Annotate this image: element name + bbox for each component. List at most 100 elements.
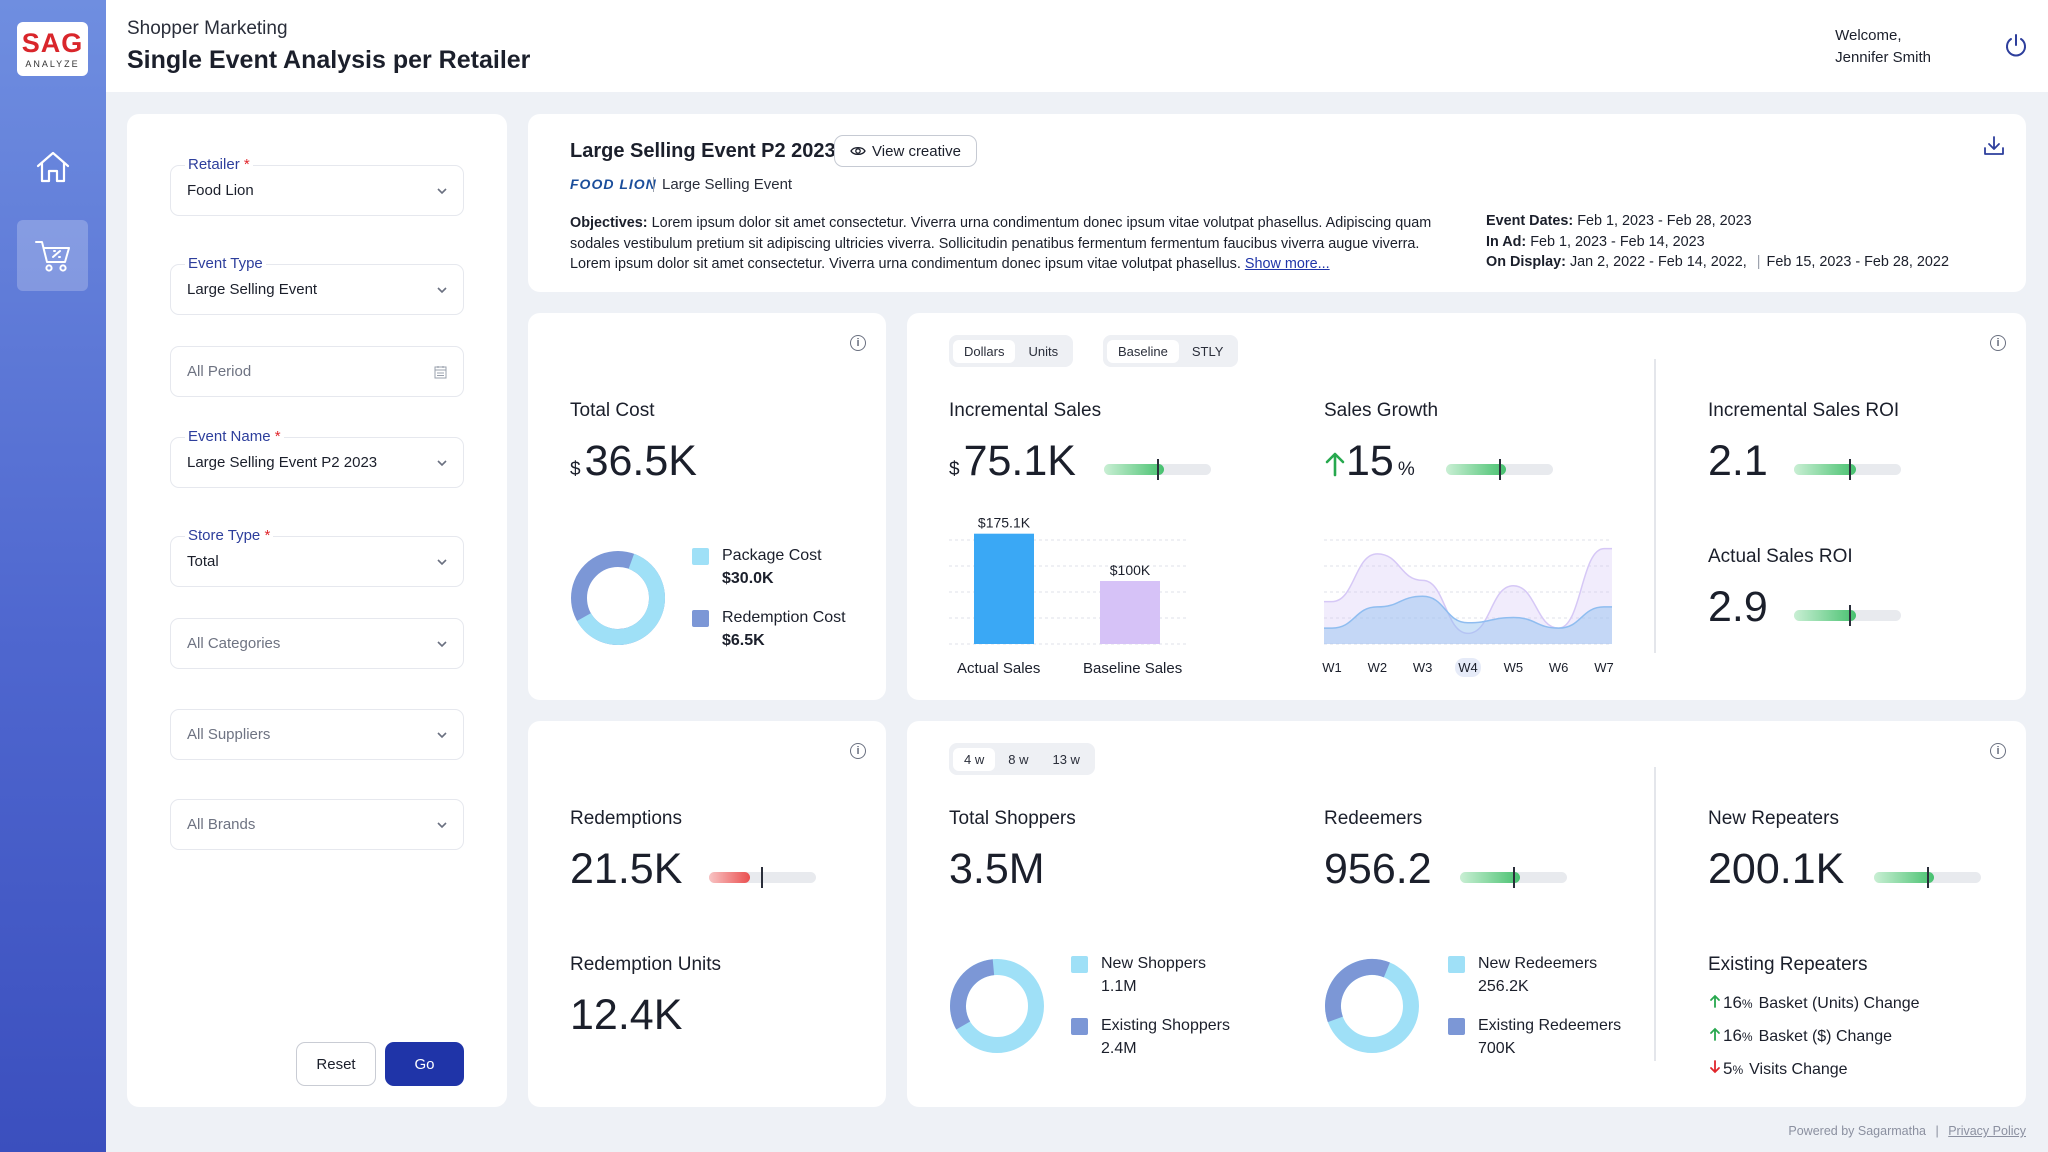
bar-baseline-sales[interactable] — [1100, 581, 1160, 644]
week-label-w1[interactable]: W1 — [1322, 660, 1342, 675]
shoppers-card: i 4 w 8 w 13 w Total Shoppers 3.5M New S… — [907, 721, 2026, 1107]
period-picker[interactable]: All Period — [170, 346, 464, 397]
toggle-dollars[interactable]: Dollars — [953, 339, 1016, 363]
download-button[interactable] — [1982, 134, 2006, 163]
meter-marker — [1499, 459, 1501, 480]
retailer-select[interactable]: Retailer * Food Lion — [170, 156, 464, 216]
meter-marker — [1849, 605, 1851, 626]
redemptions-meter — [709, 867, 816, 888]
nav-home[interactable] — [22, 139, 84, 195]
meter-fill — [1874, 872, 1934, 883]
legend-swatch — [1448, 1018, 1465, 1035]
legend-new-redeemers: New Redeemers 256.2K — [1448, 952, 1597, 998]
sales-growth-value: 15% — [1324, 437, 1415, 494]
incremental-roi-value: 2.1 — [1708, 437, 1768, 485]
toggle-13w[interactable]: 13 w — [1052, 751, 1080, 767]
week-label-w6[interactable]: W6 — [1548, 660, 1569, 675]
legend-redemption-cost: Redemption Cost $6.5K — [692, 606, 846, 652]
period-placeholder: All Period — [187, 363, 252, 380]
bar-actual-sales[interactable] — [974, 533, 1034, 644]
chevron-down-icon — [437, 460, 447, 467]
basket-units-change: 16% Basket (Units) Change — [1709, 993, 1920, 1013]
filter-panel: Retailer * Food Lion Event Type Large Se… — [127, 114, 507, 1107]
breadcrumb[interactable]: Shopper Marketing — [127, 18, 288, 39]
legend-swatch — [692, 610, 709, 627]
info-icon[interactable]: i — [1990, 743, 2006, 759]
reset-button[interactable]: Reset — [296, 1042, 376, 1086]
event-dates: Event Dates: Feb 1, 2023 - Feb 28, 2023 … — [1486, 211, 1949, 273]
week-label-w5[interactable]: W5 — [1503, 660, 1524, 675]
basket-dollar-change: 16% Basket ($) Change — [1709, 1026, 1892, 1046]
privacy-policy-link[interactable]: Privacy Policy — [1948, 1124, 2026, 1138]
brands-select[interactable]: All Brands — [170, 799, 464, 850]
store-type-label: Store Type * — [185, 527, 274, 544]
incremental-sales-meter — [1104, 459, 1211, 480]
sales-growth-meter — [1446, 459, 1553, 480]
store-type-value: Total — [187, 553, 219, 570]
info-icon[interactable]: i — [1990, 335, 2006, 351]
toggle-baseline[interactable]: Baseline — [1107, 339, 1179, 363]
redeemers-donut — [1324, 959, 1419, 1053]
logo-subtext: ANALYZE — [25, 59, 80, 69]
meter-fill — [1446, 464, 1506, 475]
week-label-w2[interactable]: W2 — [1367, 660, 1388, 675]
new-repeaters-meter — [1874, 867, 1981, 888]
categories-select[interactable]: All Categories — [170, 618, 464, 669]
legend-new-shoppers: New Shoppers 1.1M — [1071, 952, 1206, 998]
objectives-body: Lorem ipsum dolor sit amet consectetur. … — [570, 215, 1432, 272]
page-title: Single Event Analysis per Retailer — [127, 46, 531, 74]
brands-placeholder: All Brands — [187, 816, 256, 833]
categories-placeholder: All Categories — [187, 635, 281, 652]
eye-icon — [850, 146, 866, 156]
nav-shopper-marketing[interactable] — [17, 220, 88, 291]
chevron-down-icon — [437, 188, 447, 195]
meter-marker — [1513, 867, 1515, 888]
redemption-units-value: 12.4K — [570, 991, 683, 1039]
event-type-select[interactable]: Event Type Large Selling Event — [170, 255, 464, 315]
event-type-label: Event Type — [185, 255, 266, 272]
week-label-w3[interactable]: W3 — [1412, 660, 1433, 675]
comparison-toggle: Baseline STLY — [1103, 335, 1239, 367]
arrow-up-icon — [1710, 994, 1720, 1008]
home-icon — [36, 151, 70, 183]
toggle-stly[interactable]: STLY — [1191, 343, 1224, 359]
week-label-w4[interactable]: W4 — [1455, 658, 1481, 677]
meter-marker — [1849, 459, 1851, 480]
chevron-down-icon — [437, 822, 447, 829]
toggle-units[interactable]: Units — [1028, 343, 1059, 359]
info-icon[interactable]: i — [850, 743, 866, 759]
area-series-growth-area — [1324, 548, 1612, 644]
incremental-sales-value: $75.1K — [949, 437, 1076, 485]
new-repeaters-value: 200.1K — [1708, 845, 1845, 893]
event-dates-row: Event Dates: Feb 1, 2023 - Feb 28, 2023 — [1486, 213, 1752, 229]
legend-package-cost: Package Cost $30.0K — [692, 544, 822, 590]
event-name-select[interactable]: Event Name * Large Selling Event P2 2023 — [170, 428, 464, 488]
toggle-4w[interactable]: 4 w — [953, 747, 996, 771]
redemption-units-title: Redemption Units — [570, 954, 722, 975]
area-series-baseline-line — [1324, 595, 1612, 629]
incremental-sales-title: Incremental Sales — [949, 400, 1102, 421]
view-creative-button[interactable]: View creative — [834, 135, 977, 167]
logout-button[interactable] — [2004, 33, 2028, 64]
week-label-w7[interactable]: W7 — [1594, 660, 1614, 675]
toggle-8w[interactable]: 8 w — [1008, 751, 1029, 767]
event-summary-card: Large Selling Event P2 2023 View creativ… — [528, 114, 2026, 292]
suppliers-select[interactable]: All Suppliers — [170, 709, 464, 760]
show-more-link[interactable]: Show more... — [1244, 256, 1330, 272]
chevron-down-icon — [437, 287, 447, 294]
info-icon[interactable]: i — [850, 335, 866, 351]
legend-existing-shoppers: Existing Shoppers 2.4M — [1071, 1014, 1230, 1060]
in-ad-row: In Ad: Feb 1, 2023 - Feb 14, 2023 — [1486, 233, 1705, 250]
retailer-logo: FOOD LION — [570, 176, 657, 192]
event-title: Large Selling Event P2 2023 — [570, 140, 836, 162]
redemptions-card: i Redemptions 21.5K Redemption Units 12.… — [528, 721, 886, 1107]
go-button[interactable]: Go — [385, 1042, 464, 1086]
retailer-label: Retailer * — [185, 156, 253, 173]
app-logo[interactable]: SAG ANALYZE — [17, 22, 88, 76]
sales-growth-area-chart — [1324, 539, 1612, 645]
bar-label-baseline: Baseline Sales — [1083, 660, 1183, 677]
divider — [1654, 359, 1656, 653]
download-icon — [1984, 136, 2004, 155]
arrow-up-icon — [1710, 1027, 1720, 1041]
store-type-select[interactable]: Store Type * Total — [170, 527, 464, 587]
